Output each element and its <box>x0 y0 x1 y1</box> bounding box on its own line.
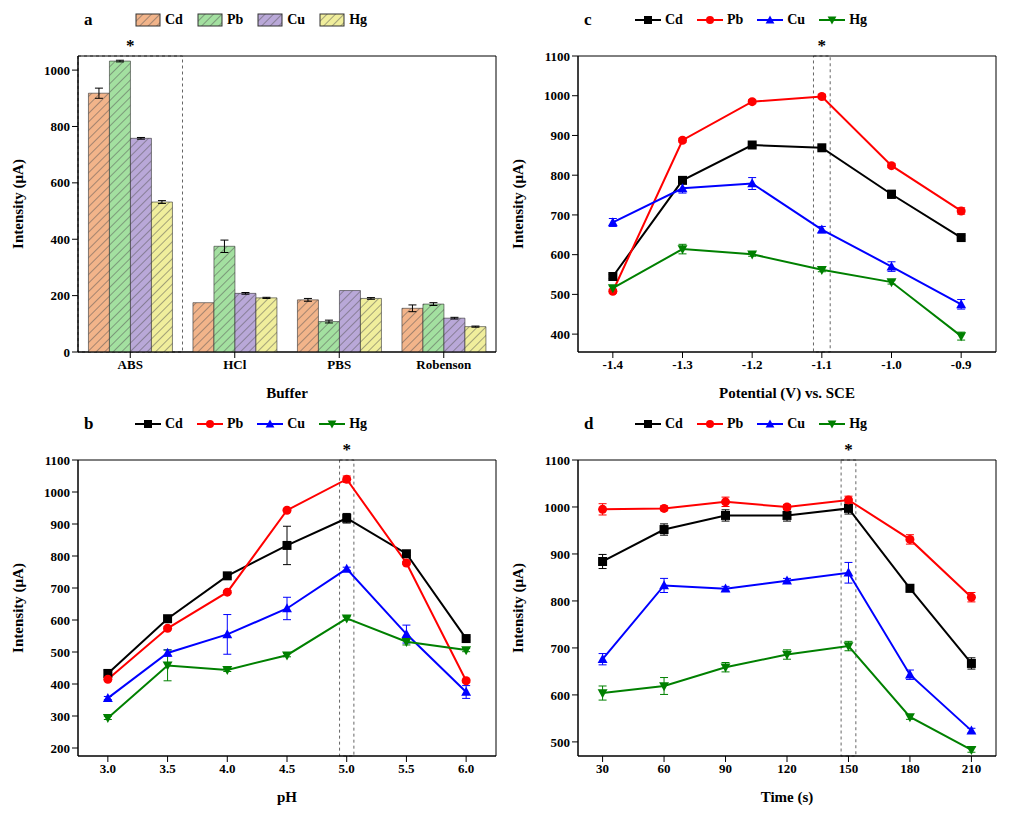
html-text:Hg: Hg <box>349 12 367 27</box>
svg-text:120: 120 <box>777 761 797 776</box>
svg-text:700: 700 <box>51 581 71 596</box>
svg-text:*: * <box>126 36 135 55</box>
html-text:Cd: Cd <box>665 12 683 27</box>
svg-text:HCl: HCl <box>223 357 247 372</box>
svg-text:700: 700 <box>551 641 571 656</box>
html-text:a: a <box>84 10 93 29</box>
html-text:b: b <box>84 414 94 433</box>
svg-text:150: 150 <box>839 761 859 776</box>
svg-text:3.0: 3.0 <box>100 761 116 776</box>
svg-text:pH: pH <box>277 789 297 805</box>
svg-text:400: 400 <box>51 677 71 692</box>
svg-text:Intensity (μA): Intensity (μA) <box>510 159 527 249</box>
svg-text:Intensity (μA): Intensity (μA) <box>510 563 527 653</box>
svg-text:-0.9: -0.9 <box>951 357 972 372</box>
html-text:d: d <box>584 414 594 433</box>
svg-text:ABS: ABS <box>118 357 143 372</box>
svg-text:500: 500 <box>51 645 71 660</box>
html-text:Cd: Cd <box>665 416 683 431</box>
html-text:Pb: Pb <box>726 12 744 27</box>
svg-text:600: 600 <box>51 613 71 628</box>
svg-text:0: 0 <box>64 345 71 360</box>
svg-text:800: 800 <box>551 168 571 183</box>
svg-text:Time (s): Time (s) <box>761 789 814 806</box>
svg-text:200: 200 <box>51 288 71 303</box>
svg-text:210: 210 <box>962 761 982 776</box>
svg-text:900: 900 <box>551 547 571 562</box>
svg-text:Intensity (μA): Intensity (μA) <box>10 563 27 653</box>
svg-text:400: 400 <box>551 327 571 342</box>
html-text:Pb: Pb <box>726 416 744 431</box>
svg-text:PBS: PBS <box>327 357 351 372</box>
html-text:Cu: Cu <box>787 12 806 27</box>
html-text:Hg: Hg <box>349 416 367 431</box>
svg-text:-1.2: -1.2 <box>742 357 763 372</box>
svg-text:900: 900 <box>51 517 71 532</box>
html-text:Pb: Pb <box>226 416 244 431</box>
html-text:c: c <box>584 10 592 29</box>
svg-text:30: 30 <box>596 761 609 776</box>
svg-text:600: 600 <box>551 247 571 262</box>
svg-text:1100: 1100 <box>545 453 570 468</box>
html-text:Pb: Pb <box>226 12 244 27</box>
svg-text:Robenson: Robenson <box>416 357 472 372</box>
svg-text:500: 500 <box>551 735 571 750</box>
svg-text:6.0: 6.0 <box>458 761 474 776</box>
svg-text:60: 60 <box>658 761 671 776</box>
svg-text:1000: 1000 <box>544 500 570 515</box>
html-text:Cd: Cd <box>165 12 183 27</box>
svg-text:4.0: 4.0 <box>219 761 235 776</box>
svg-text:1000: 1000 <box>44 63 70 78</box>
svg-text:600: 600 <box>51 175 71 190</box>
svg-text:*: * <box>818 36 827 55</box>
svg-text:5.5: 5.5 <box>398 761 415 776</box>
html-text:Cu: Cu <box>287 416 306 431</box>
svg-text:-1.0: -1.0 <box>881 357 902 372</box>
svg-text:700: 700 <box>551 208 571 223</box>
html-text:Hg: Hg <box>849 12 867 27</box>
svg-text:400: 400 <box>51 232 71 247</box>
svg-text:Potential (V) vs. SCE: Potential (V) vs. SCE <box>719 385 855 402</box>
svg-text:5.0: 5.0 <box>339 761 355 776</box>
html-text:Cd: Cd <box>165 416 183 431</box>
svg-text:800: 800 <box>51 119 71 134</box>
html-text:Cu: Cu <box>287 12 306 27</box>
svg-text:Intensity (μA): Intensity (μA) <box>10 159 27 249</box>
svg-text:600: 600 <box>551 688 571 703</box>
svg-text:1000: 1000 <box>44 485 70 500</box>
svg-text:800: 800 <box>551 594 571 609</box>
html-text:Cu: Cu <box>787 416 806 431</box>
svg-text:900: 900 <box>551 128 571 143</box>
svg-text:800: 800 <box>51 549 71 564</box>
svg-text:*: * <box>342 440 351 459</box>
svg-text:300: 300 <box>51 709 71 724</box>
html-text:Hg: Hg <box>849 416 867 431</box>
svg-text:200: 200 <box>51 741 71 756</box>
svg-text:3.5: 3.5 <box>159 761 176 776</box>
svg-text:1100: 1100 <box>545 49 570 64</box>
svg-text:*: * <box>844 440 853 459</box>
svg-text:4.5: 4.5 <box>279 761 296 776</box>
svg-text:1100: 1100 <box>45 453 70 468</box>
svg-text:-1.4: -1.4 <box>603 357 624 372</box>
svg-text:-1.3: -1.3 <box>672 357 693 372</box>
svg-text:90: 90 <box>719 761 732 776</box>
svg-text:500: 500 <box>551 287 571 302</box>
svg-text:Buffer: Buffer <box>266 385 308 401</box>
svg-text:180: 180 <box>900 761 920 776</box>
svg-text:1000: 1000 <box>544 88 570 103</box>
svg-text:-1.1: -1.1 <box>812 357 833 372</box>
